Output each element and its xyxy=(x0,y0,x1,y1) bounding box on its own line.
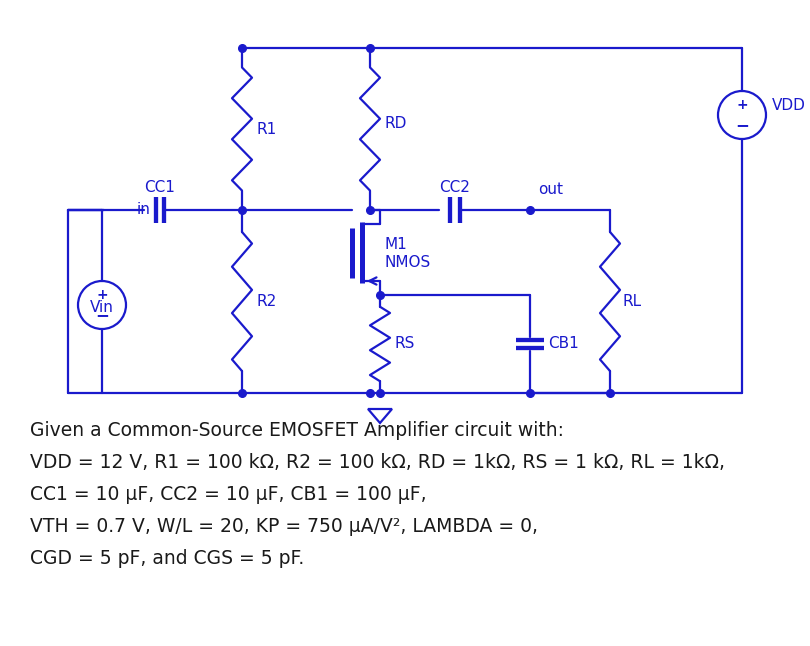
Text: Vin: Vin xyxy=(90,300,114,315)
Text: VDD = 12 V, R1 = 100 kΩ, R2 = 100 kΩ, RD = 1kΩ, RS = 1 kΩ, RL = 1kΩ,: VDD = 12 V, R1 = 100 kΩ, R2 = 100 kΩ, RD… xyxy=(30,452,725,472)
Text: in: in xyxy=(137,202,151,216)
Text: RL: RL xyxy=(622,294,642,309)
Text: NMOS: NMOS xyxy=(385,255,431,270)
Text: out: out xyxy=(538,183,563,198)
Text: CC1 = 10 µF, CC2 = 10 µF, CB1 = 100 µF,: CC1 = 10 µF, CC2 = 10 µF, CB1 = 100 µF, xyxy=(30,484,427,503)
Text: Given a Common-Source EMOSFET Amplifier circuit with:: Given a Common-Source EMOSFET Amplifier … xyxy=(30,421,564,439)
Text: CC1: CC1 xyxy=(144,180,176,196)
Text: R1: R1 xyxy=(257,121,277,136)
Text: VDD: VDD xyxy=(772,98,806,112)
Text: −: − xyxy=(735,116,749,134)
Text: −: − xyxy=(95,306,109,324)
Text: CC2: CC2 xyxy=(440,180,471,196)
Text: +: + xyxy=(736,98,748,112)
Text: CGD = 5 pF, and CGS = 5 pF.: CGD = 5 pF, and CGS = 5 pF. xyxy=(30,548,305,567)
Text: R2: R2 xyxy=(257,294,277,309)
Text: CB1: CB1 xyxy=(548,337,579,351)
Text: M1: M1 xyxy=(385,237,407,252)
Text: VTH = 0.7 V, W/L = 20, KP = 750 µA/V², LAMBDA = 0,: VTH = 0.7 V, W/L = 20, KP = 750 µA/V², L… xyxy=(30,517,538,536)
Text: +: + xyxy=(96,288,108,302)
Text: RD: RD xyxy=(384,116,407,132)
Text: RS: RS xyxy=(394,337,415,351)
